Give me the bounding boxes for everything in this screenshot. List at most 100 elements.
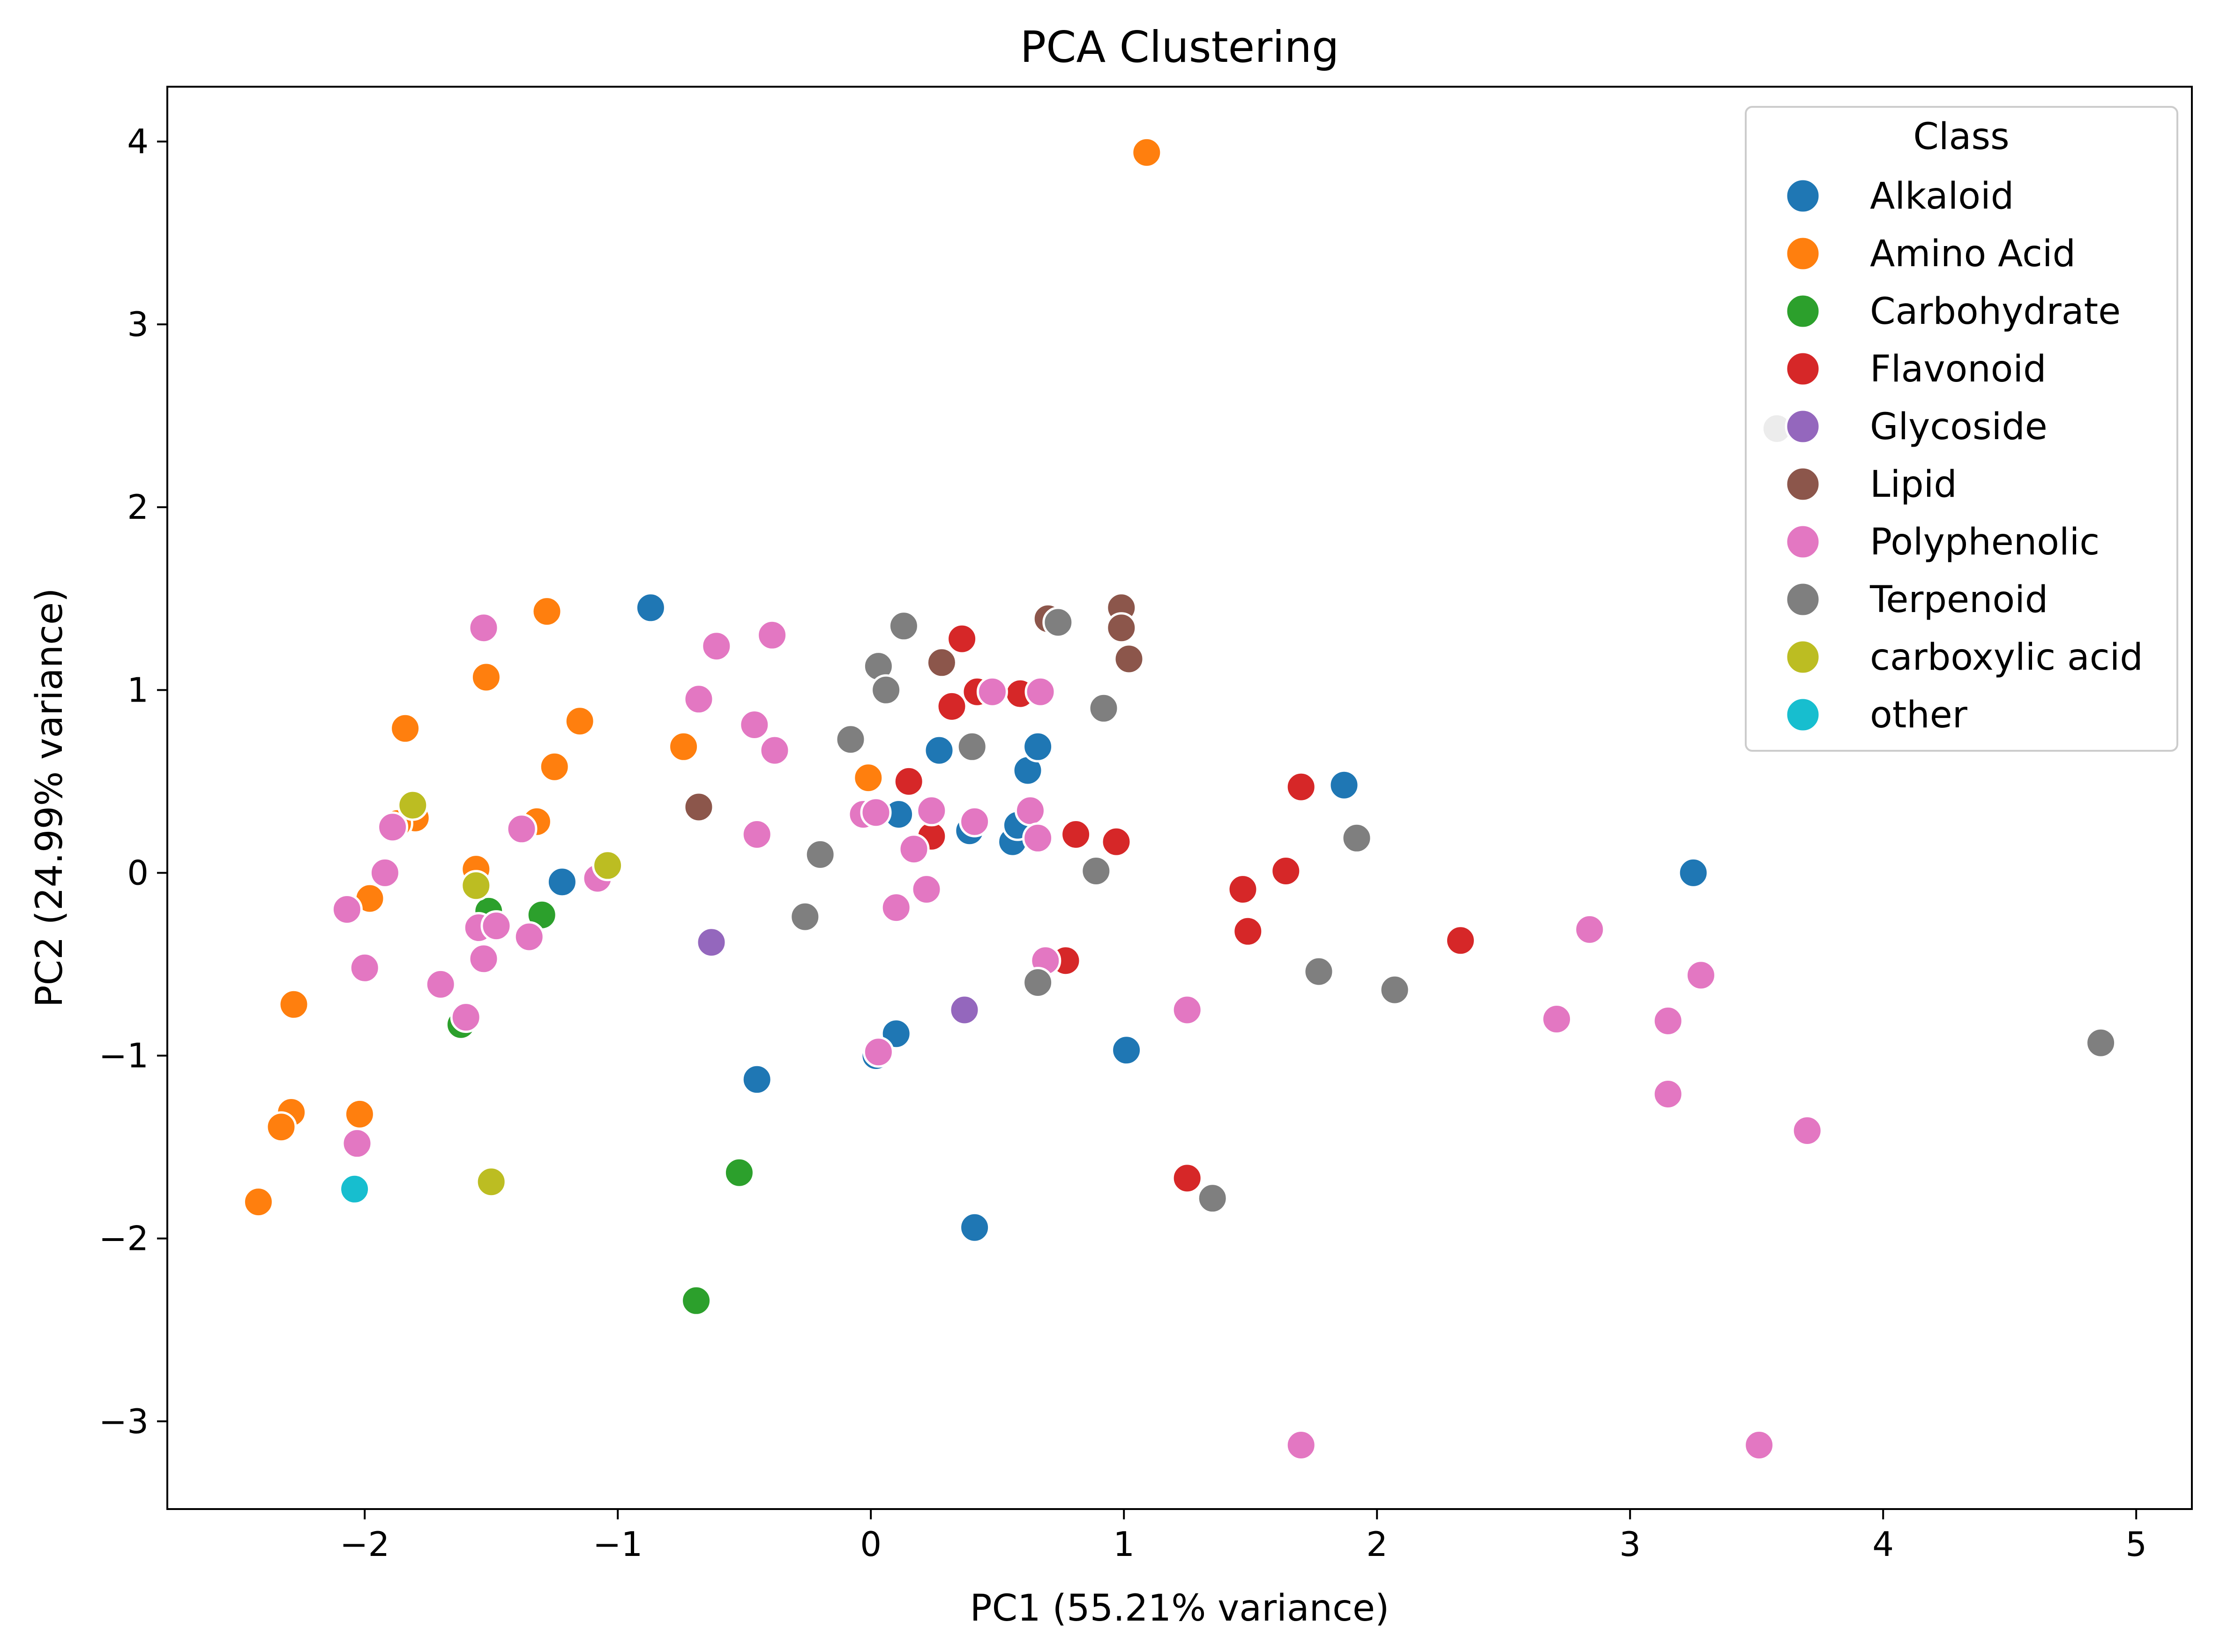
data-point (804, 838, 836, 870)
data-point (835, 724, 867, 755)
data-point (1379, 974, 1411, 1006)
legend-marker (1785, 581, 1821, 618)
legend-marker (1785, 466, 1821, 502)
data-point (680, 1285, 712, 1316)
data-point (741, 819, 773, 850)
legend-label: other (1870, 694, 1968, 736)
data-point (1131, 136, 1163, 168)
data-point (1791, 1115, 1823, 1146)
data-point (1541, 1003, 1573, 1035)
legend-marker (1785, 696, 1821, 733)
data-point (344, 1098, 375, 1130)
data-point (1444, 925, 1476, 957)
data-point (976, 676, 1008, 708)
data-point (695, 927, 727, 958)
data-point (460, 870, 492, 902)
data-point (1080, 855, 1112, 887)
legend-label: Amino Acid (1870, 233, 2076, 275)
data-point (1341, 822, 1373, 854)
data-point (341, 1128, 373, 1159)
data-point (893, 765, 925, 797)
data-point (1196, 1182, 1228, 1214)
legend-label: Flavonoid (1870, 348, 2047, 390)
data-point (683, 683, 715, 715)
data-point (1270, 855, 1302, 887)
legend-label: Carbohydrate (1870, 291, 2121, 333)
data-point (668, 731, 700, 762)
legend-marker (1785, 639, 1821, 675)
data-point (789, 901, 821, 933)
legend-marker (1785, 408, 1821, 445)
data-point (1574, 913, 1606, 945)
data-point (546, 866, 578, 898)
legend-marker (1785, 351, 1821, 387)
data-point (936, 690, 968, 722)
data-point (1024, 676, 1056, 708)
x-tick-label: −2 (340, 1525, 389, 1564)
data-point (480, 910, 512, 942)
data-point (1285, 1429, 1317, 1461)
data-point (506, 813, 538, 845)
x-tick-label: 5 (2125, 1525, 2147, 1564)
data-point (1232, 915, 1264, 947)
data-point (1328, 769, 1360, 801)
data-point (468, 943, 500, 975)
data-point (1652, 1078, 1684, 1110)
data-point (369, 857, 401, 889)
data-point (2085, 1027, 2117, 1059)
y-tick-label: −3 (99, 1402, 149, 1441)
x-axis-ticks: −2 −1 0 1 2 3 4 5 (340, 1509, 2147, 1564)
y-tick-label: 3 (127, 305, 149, 344)
data-point (513, 921, 545, 953)
data-point (531, 596, 563, 628)
data-point (923, 734, 955, 766)
legend-label: Polyphenolic (1870, 521, 2100, 563)
chart-title: PCA Clustering (1020, 22, 1339, 72)
data-point (1303, 956, 1335, 987)
legend-label: carboxylic acid (1870, 636, 2143, 679)
data-point (860, 797, 892, 829)
data-point (911, 874, 942, 905)
data-point (741, 1063, 773, 1095)
data-point (946, 623, 978, 655)
data-point (959, 806, 991, 837)
data-point (701, 630, 733, 662)
data-point (1111, 1034, 1143, 1066)
data-point (756, 619, 788, 651)
data-point (683, 791, 715, 823)
data-point (635, 592, 666, 624)
data-point (1743, 1429, 1775, 1461)
y-tick-label: −1 (99, 1036, 149, 1076)
data-point (916, 795, 948, 827)
legend-marker (1785, 293, 1821, 329)
legend-label: Terpenoid (1869, 579, 2048, 621)
data-point (1014, 795, 1046, 827)
data-point (1022, 822, 1054, 854)
data-point (723, 1157, 755, 1189)
data-point (1106, 612, 1137, 644)
y-axis-ticks: −3 −2 −1 0 1 2 3 4 (99, 122, 167, 1441)
data-point (1677, 857, 1709, 889)
data-point (377, 811, 409, 843)
data-point (1042, 606, 1074, 638)
y-tick-label: 1 (127, 670, 149, 710)
data-point (888, 610, 919, 642)
x-tick-label: 2 (1366, 1525, 1388, 1564)
data-point (926, 647, 957, 679)
x-tick-label: 1 (1113, 1525, 1135, 1564)
y-tick-label: 0 (127, 853, 149, 892)
data-point (956, 731, 988, 762)
x-tick-label: −1 (593, 1525, 643, 1564)
x-tick-label: 4 (1872, 1525, 1894, 1564)
data-point (739, 709, 770, 740)
legend-marker (1785, 523, 1821, 560)
data-point (898, 833, 930, 865)
data-point (1060, 819, 1092, 850)
legend-label: Glycoside (1870, 406, 2048, 448)
data-point (1171, 1162, 1203, 1194)
legend-label: Lipid (1870, 463, 1957, 506)
points-layer (242, 136, 2117, 1461)
data-point (880, 892, 912, 924)
data-point (1022, 967, 1054, 998)
